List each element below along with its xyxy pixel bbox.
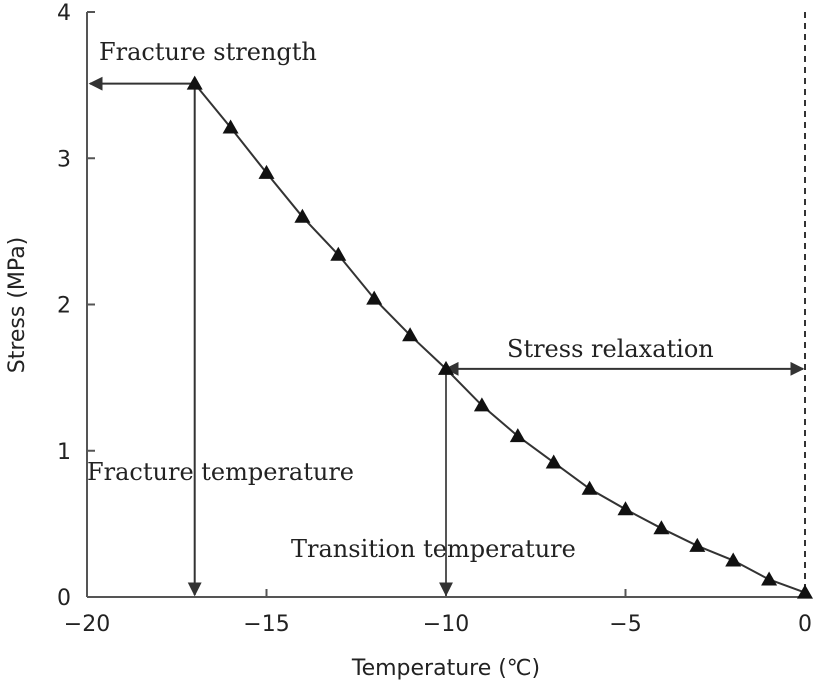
annotations bbox=[88, 76, 805, 597]
x-axis-title: Temperature (℃) bbox=[351, 656, 540, 681]
fracture-strength-label: Fracture strength bbox=[99, 38, 317, 66]
x-tick-label: −15 bbox=[243, 612, 289, 637]
triangle-marker bbox=[653, 520, 670, 535]
triangle-marker bbox=[473, 397, 490, 412]
x-tick-label: −5 bbox=[609, 612, 641, 637]
y-tick-label: 4 bbox=[57, 1, 71, 26]
triangle-marker bbox=[725, 552, 742, 567]
triangle-marker bbox=[258, 164, 275, 179]
y-tick-label: 0 bbox=[57, 586, 71, 611]
triangle-marker bbox=[330, 246, 347, 261]
triangle-marker bbox=[761, 571, 778, 586]
triangle-marker bbox=[545, 454, 562, 469]
fracture-temperature-label: Fracture temperature bbox=[87, 458, 354, 486]
triangle-marker bbox=[581, 480, 598, 495]
transition-temperature-label: Transition temperature bbox=[291, 535, 576, 563]
triangle-marker bbox=[186, 75, 203, 90]
triangle-marker bbox=[294, 208, 311, 223]
series-line bbox=[193, 83, 806, 594]
stress-relaxation-label: Stress relaxation bbox=[507, 335, 714, 363]
y-axis-title: Stress (MPa) bbox=[5, 237, 30, 374]
y-tick-label: 2 bbox=[57, 294, 71, 319]
y-tick-label: 3 bbox=[57, 147, 71, 172]
triangle-marker bbox=[222, 119, 239, 134]
x-tick-label: −10 bbox=[423, 612, 469, 637]
triangle-marker bbox=[438, 360, 454, 375]
markers bbox=[186, 75, 813, 599]
triangle-marker bbox=[689, 537, 706, 552]
ticks: −20 −15 −10 −5 0 0 1 2 3 4 bbox=[57, 1, 812, 637]
triangle-marker bbox=[366, 290, 383, 305]
triangle-marker bbox=[402, 327, 419, 342]
y-tick-label: 1 bbox=[57, 440, 71, 465]
triangle-marker bbox=[797, 584, 813, 599]
x-tick-label: 0 bbox=[798, 612, 812, 637]
x-tick-label: −20 bbox=[64, 612, 110, 637]
triangle-marker bbox=[617, 501, 634, 516]
triangle-marker bbox=[509, 428, 526, 443]
